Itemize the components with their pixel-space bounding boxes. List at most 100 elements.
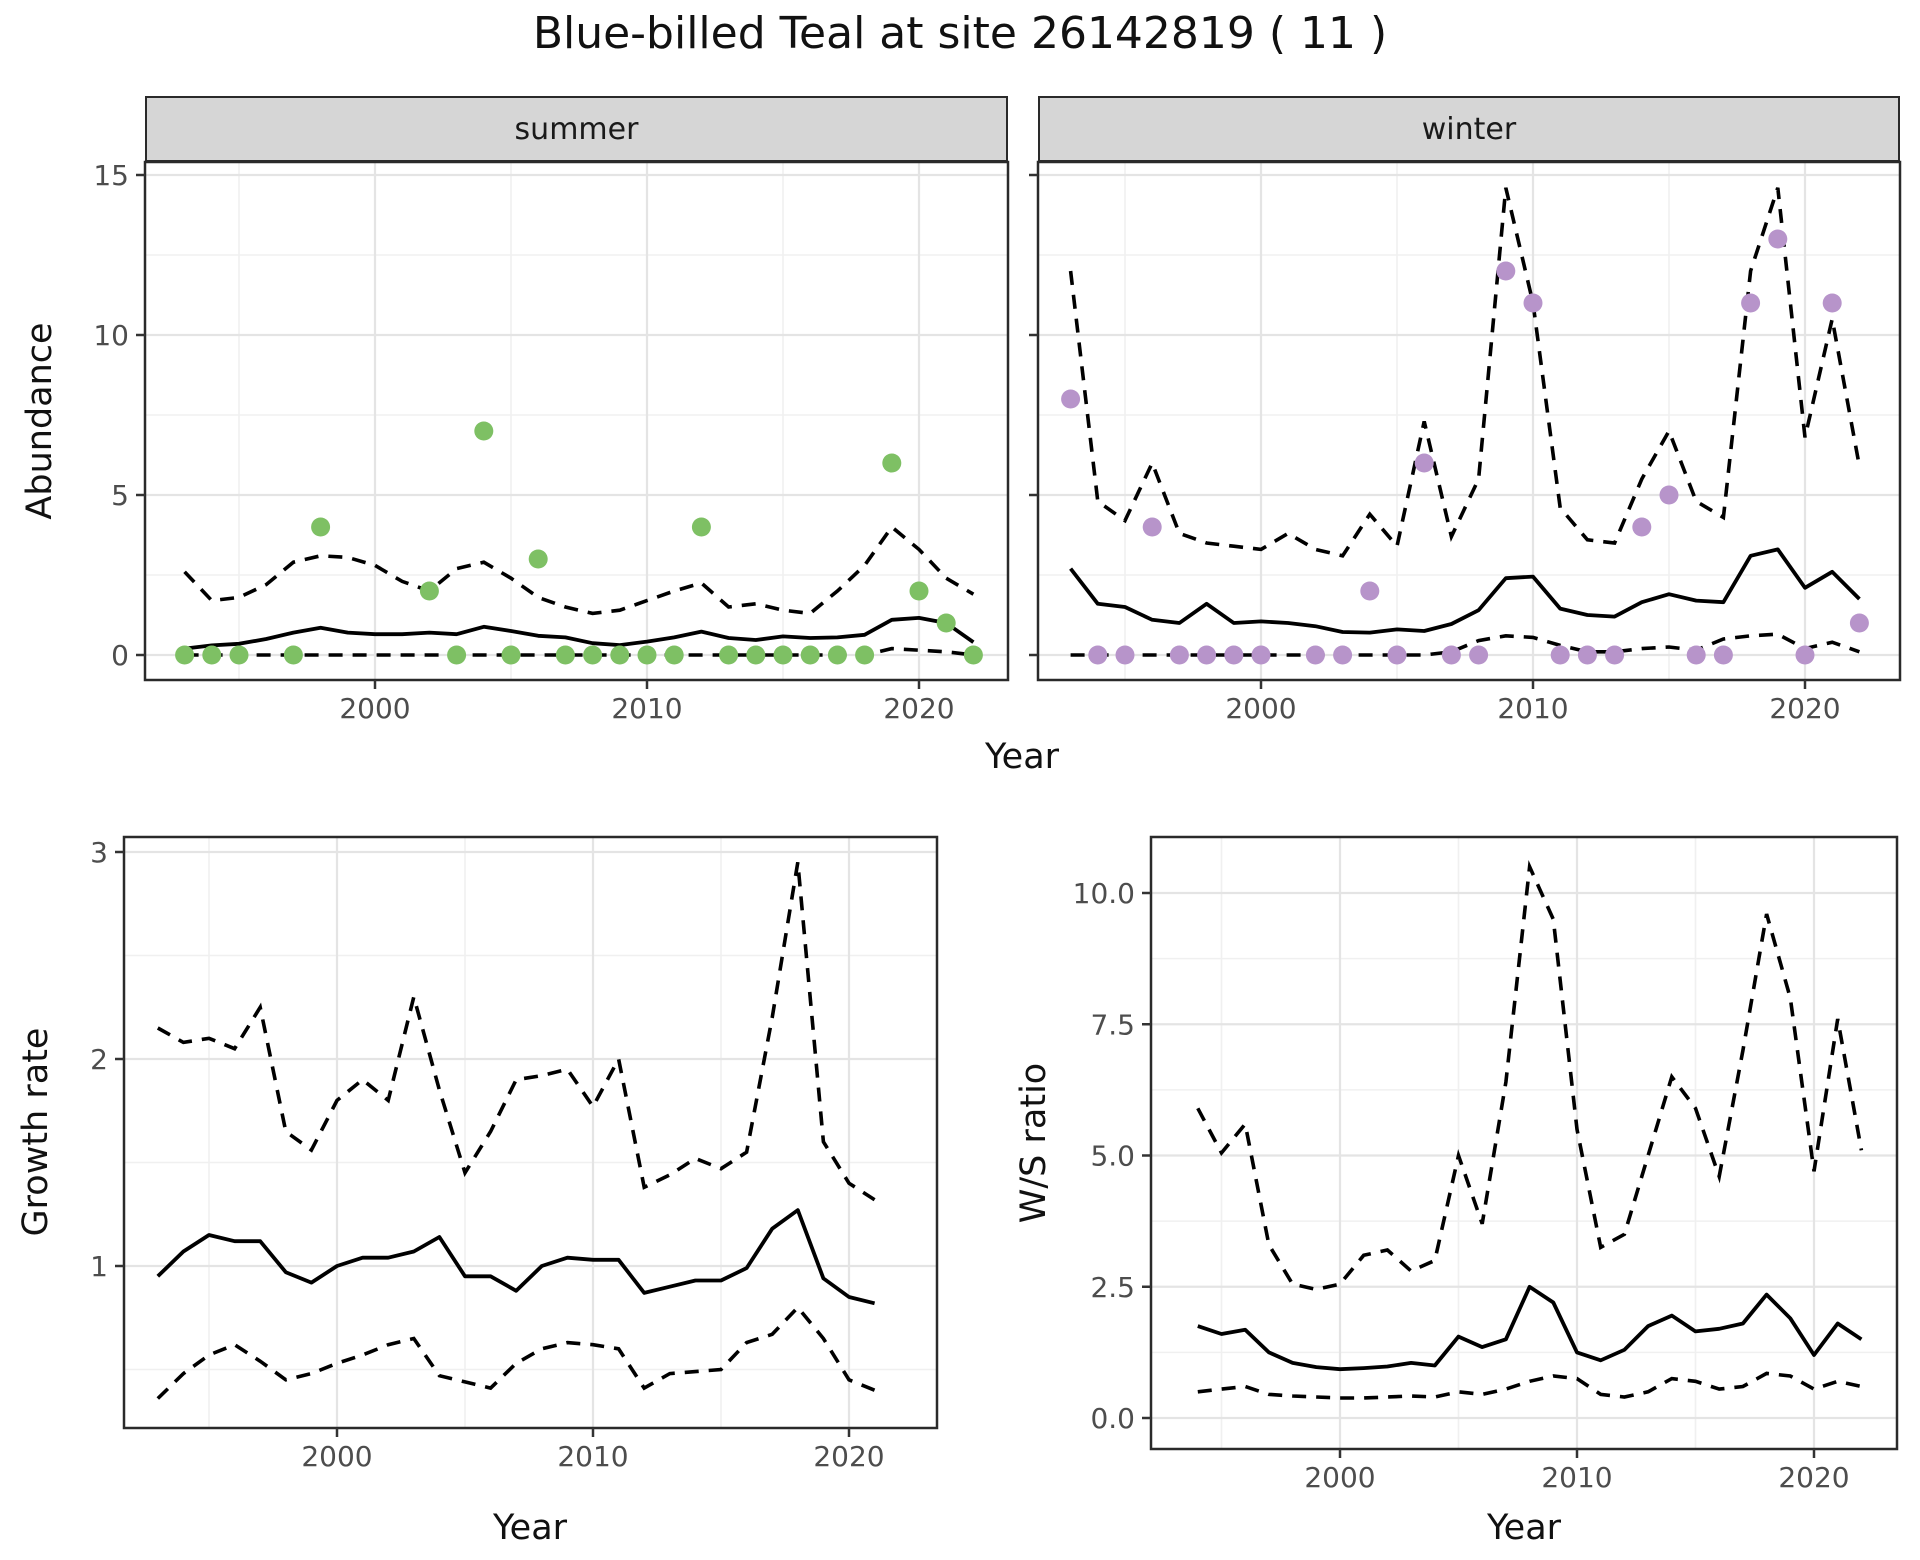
x-tick-label: 2000 (339, 692, 410, 725)
data-point (555, 645, 575, 665)
data-point (311, 517, 331, 537)
data-point (637, 645, 657, 665)
data-point (1414, 453, 1434, 473)
x-axis-title-year-bottom-right: Year (1486, 1508, 1562, 1548)
ws-ratio-mean-line (1197, 1284, 1863, 1372)
growth-rate-border (122, 835, 939, 1430)
abundance-summer-border (143, 160, 1010, 682)
data-point (1115, 645, 1135, 665)
facet-strip-summer-label: summer (514, 111, 639, 147)
growth-rate-lower-ci-line (156, 1304, 876, 1400)
data-point (175, 645, 195, 665)
data-point (1822, 293, 1842, 313)
y-tick-label: 10.0 (1073, 877, 1135, 910)
data-point (1659, 485, 1679, 505)
data-point (827, 645, 847, 665)
y-tick-label: 5 (111, 479, 129, 512)
ws-ratio-lower-ci-line (1197, 1371, 1862, 1400)
data-point (474, 421, 494, 441)
data-point (1387, 645, 1407, 665)
y-tick-label: 2.5 (1090, 1271, 1135, 1304)
facet-strip-winter: winter (1038, 96, 1900, 162)
data-point (1741, 293, 1761, 313)
data-point (1169, 645, 1189, 665)
y-tick-label: 1 (90, 1250, 108, 1283)
abundance-winter-panel: 2000 2010 2020 (1029, 160, 1902, 725)
y-tick-label: 3 (90, 836, 108, 869)
ws-ratio-upper-ci-line (1196, 860, 1864, 1292)
x-tick-label: 2010 (557, 1440, 628, 1473)
data-point (691, 517, 711, 537)
data-point (1333, 645, 1353, 665)
growth-rate-upper-ci-line (156, 862, 876, 1202)
y-tick-label: 0.0 (1090, 1402, 1135, 1435)
data-point (1142, 517, 1162, 537)
growth-rate-panel: 2000 2010 2020 1 2 3 (90, 835, 939, 1473)
abundance-summer-panel: 2000 2010 2020 0 5 10 15 (93, 159, 1010, 725)
data-point (1713, 645, 1733, 665)
x-tick-label: 2010 (1497, 692, 1568, 725)
abundance-summer-mean-line (184, 616, 975, 651)
growth-rate-mean-line (156, 1208, 876, 1306)
data-point (1224, 645, 1244, 665)
ws-ratio-border (1149, 835, 1899, 1451)
y-tick-label: 0 (111, 639, 129, 672)
data-point (1795, 645, 1815, 665)
x-tick-label: 2000 (301, 1440, 372, 1473)
data-point (1577, 645, 1597, 665)
data-point (610, 645, 630, 665)
x-tick-label: 2020 (1778, 1461, 1849, 1494)
x-tick-label: 2020 (1769, 692, 1840, 725)
abundance-winter-mean-line (1069, 547, 1861, 635)
data-point (719, 645, 739, 665)
chart-title: Blue-billed Teal at site 26142819 ( 11 ) (532, 8, 1388, 59)
data-point (963, 645, 983, 665)
abundance-winter-upper-ci-line (1068, 187, 1862, 558)
data-point (1496, 261, 1516, 281)
facet-strip-winter-label: winter (1421, 111, 1517, 147)
y-tick-label: 2 (90, 1043, 108, 1076)
data-point (1550, 645, 1570, 665)
data-point (882, 453, 902, 473)
data-point (773, 645, 793, 665)
data-point (202, 645, 222, 665)
data-point (1605, 645, 1625, 665)
data-point (229, 645, 249, 665)
data-point (1360, 581, 1380, 601)
abundance-winter-border (1036, 160, 1902, 682)
x-axis-title-year-top: Year (984, 737, 1060, 777)
data-point (1441, 645, 1461, 665)
data-point (1469, 645, 1489, 665)
facet-strip-summer: summer (145, 96, 1008, 162)
data-point (909, 581, 929, 601)
x-tick-label: 2020 (883, 692, 954, 725)
y-tick-label: 15 (93, 159, 129, 192)
x-axis-title-year-bottom-left: Year (492, 1508, 568, 1548)
data-point (746, 645, 766, 665)
data-point (1849, 613, 1869, 633)
x-tick-label: 2000 (1225, 692, 1296, 725)
data-point (419, 581, 439, 601)
x-tick-label: 2010 (1541, 1461, 1612, 1494)
data-point (583, 645, 603, 665)
abundance-summer-points (175, 421, 983, 665)
abundance-summer-upper-ci-line (183, 524, 975, 616)
x-tick-label: 2020 (813, 1440, 884, 1473)
data-point (936, 613, 956, 633)
data-point (1523, 293, 1543, 313)
data-point (1197, 645, 1217, 665)
data-point (855, 645, 875, 665)
data-point (528, 549, 548, 569)
x-tick-label: 2000 (1304, 1461, 1375, 1494)
data-point (501, 645, 521, 665)
data-point (664, 645, 684, 665)
data-point (447, 645, 467, 665)
ws-ratio-panel: 2000 2010 2020 0.0 2.5 5.0 7.5 10.0 (1073, 835, 1899, 1494)
data-point (1061, 389, 1081, 409)
y-tick-label: 5.0 (1090, 1140, 1135, 1173)
data-point (1251, 645, 1271, 665)
data-point (1768, 229, 1788, 249)
data-point (283, 645, 303, 665)
